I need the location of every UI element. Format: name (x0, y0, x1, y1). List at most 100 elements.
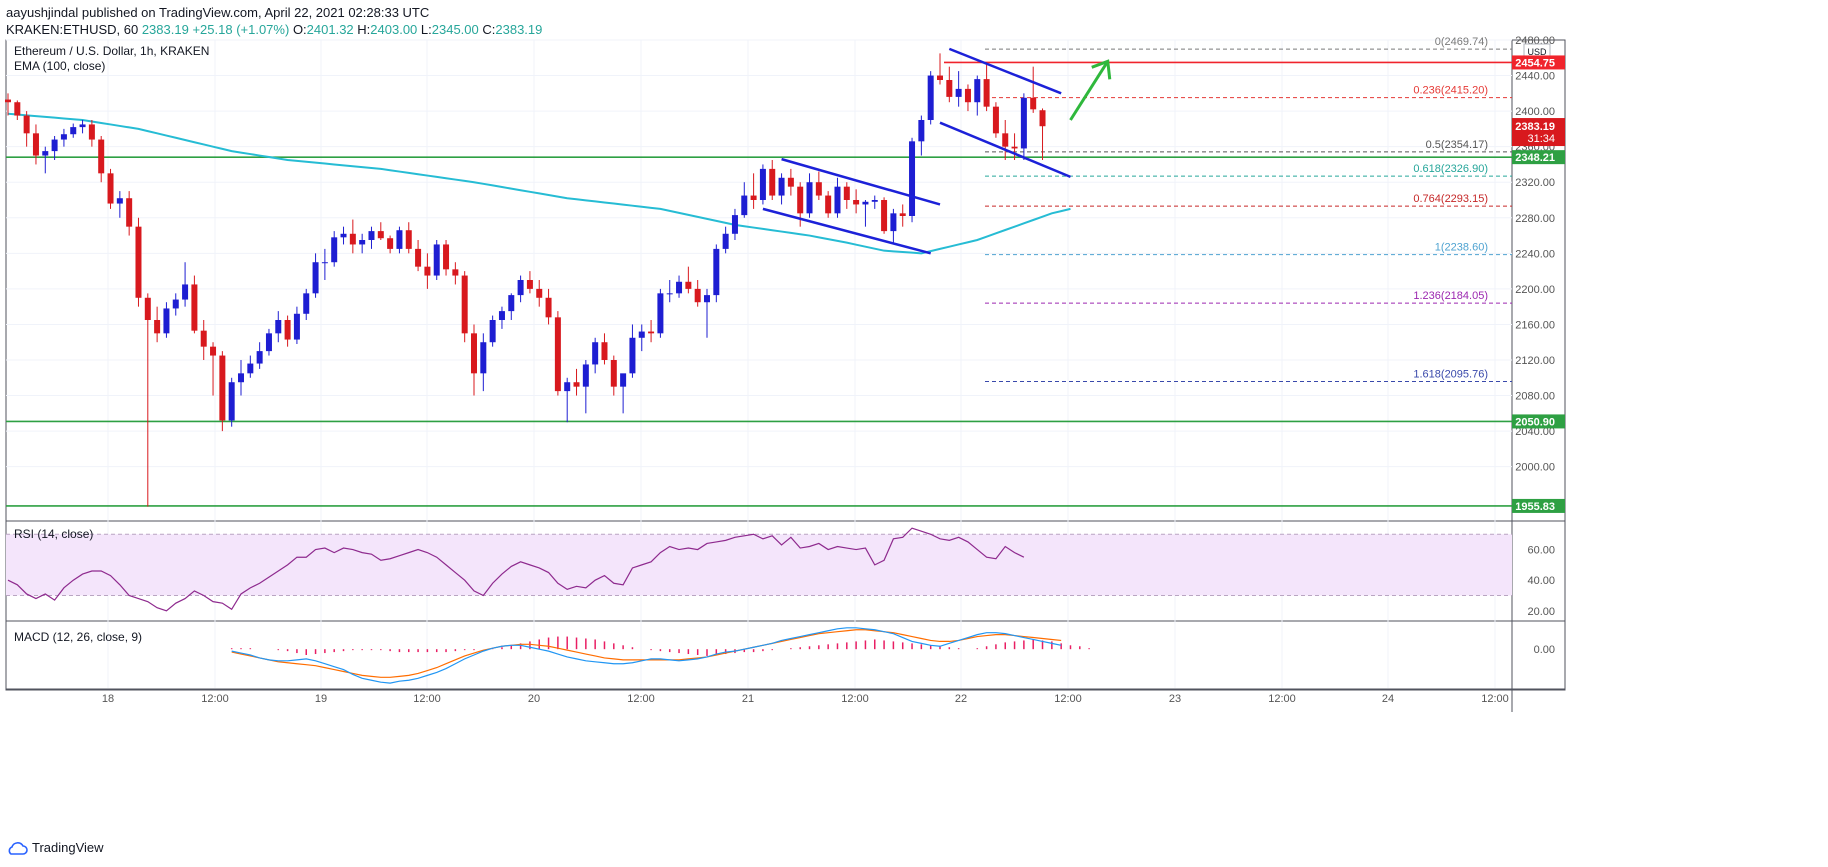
candle-up (713, 248, 720, 296)
candle-down (983, 79, 990, 107)
candle-up (368, 231, 375, 240)
candle-down (1011, 146, 1018, 149)
candle-down (648, 331, 655, 334)
symbol-label: KRAKEN:ETHUSD, 60 (6, 22, 139, 37)
candle-down (349, 233, 356, 245)
candle-up (834, 186, 841, 214)
open-label: O: (292, 22, 307, 37)
high-value: 2403.00 (370, 22, 418, 37)
time-axis-tick: 21 (742, 693, 754, 705)
candle-up (731, 215, 738, 234)
candle-down (545, 297, 552, 318)
currency-label: USD (1527, 47, 1547, 57)
candle-down (1030, 97, 1037, 110)
candle-up (489, 320, 496, 343)
candle-down (825, 195, 832, 214)
candle-up (60, 134, 67, 140)
fib-level-label: 0(2469.74) (1435, 36, 1488, 48)
fib-level-label: 1.236(2184.05) (1413, 290, 1488, 302)
candle-down (685, 281, 692, 289)
fib-level-label: 0.236(2415.20) (1413, 85, 1488, 97)
candle-down (694, 288, 701, 303)
candle-up (396, 230, 403, 249)
candle-up (582, 364, 589, 387)
candle-up (480, 342, 487, 374)
candle-down (1002, 133, 1009, 147)
rsi-axis-tick: 40.00 (1527, 575, 1555, 587)
candle-down (769, 168, 776, 196)
candle-up (79, 124, 86, 128)
price-axis-tick: 2000.00 (1515, 462, 1555, 474)
price-axis-tick: 2160.00 (1515, 319, 1555, 331)
time-axis-tick: 23 (1169, 693, 1181, 705)
support-price-label: 2348.21 (1515, 152, 1555, 164)
channel-trend-line (781, 157, 941, 206)
time-axis-tick: 12:00 (1268, 693, 1296, 705)
rsi-axis-tick: 60.00 (1527, 545, 1555, 557)
candle-up (974, 79, 981, 103)
support-price-label: 2050.90 (1515, 416, 1555, 428)
candle-down (98, 139, 105, 174)
candle-up (918, 120, 925, 142)
time-axis-tick: 24 (1382, 693, 1394, 705)
candle-down (14, 102, 21, 116)
candle-up (359, 240, 366, 245)
fib-level-label: 1(2238.60) (1435, 242, 1488, 254)
channel-trend-line (939, 121, 1071, 179)
chart-title: Ethereum / U.S. Dollar, 1h, KRAKEN (14, 44, 209, 58)
price-axis-tick: 2400.00 (1515, 106, 1555, 118)
candle-up (778, 177, 785, 196)
candle-down (797, 186, 804, 214)
fib-level-label: 0.5(2354.17) (1426, 139, 1488, 151)
candle-up (955, 88, 962, 97)
last-price: 2383.19 (141, 22, 189, 37)
candle-down (377, 231, 384, 239)
candle-down (424, 266, 431, 276)
candle-up (172, 299, 179, 309)
candle-down (219, 355, 226, 421)
candle-up (620, 373, 627, 387)
candle-down (107, 173, 114, 204)
close-value: 2383.19 (495, 22, 543, 37)
time-axis-tick: 12:00 (627, 693, 655, 705)
price-change: +25.18 (+1.07%) (192, 22, 290, 37)
candle-up (927, 75, 934, 120)
candle-up (741, 195, 748, 216)
candle-down (415, 248, 422, 267)
candle-up (238, 373, 244, 383)
channel-trend-line (948, 47, 1062, 95)
candle-up (265, 333, 272, 352)
time-axis-tick: 22 (955, 693, 967, 705)
tradingview-logo[interactable]: TradingView (6, 840, 104, 855)
candle-down (405, 230, 412, 249)
candle-down (946, 80, 953, 97)
publication-line: aayushjindal published on TradingView.co… (6, 5, 430, 20)
candle-down (443, 244, 450, 270)
candle-up (629, 337, 636, 374)
candle-up (592, 342, 599, 365)
tradingview-brand: TradingView (32, 840, 104, 855)
candle-down (387, 238, 394, 249)
candle-up (340, 233, 347, 238)
time-axis-tick: 12:00 (841, 693, 869, 705)
candle-down (471, 333, 477, 374)
candle-down (526, 280, 533, 289)
rsi-title: RSI (14, close) (14, 527, 93, 541)
candle-up (909, 141, 916, 216)
candle-down (126, 198, 133, 227)
candle-up (433, 244, 440, 276)
candle-down (843, 186, 850, 200)
candle-up (704, 295, 710, 303)
candle-up (1020, 97, 1027, 149)
price-axis-tick: 2080.00 (1515, 391, 1555, 403)
fib-level-label: 0.618(2326.90) (1413, 163, 1488, 175)
candle-down (461, 275, 468, 334)
candle-down (210, 346, 217, 356)
candle-up (331, 237, 338, 263)
candle-down (787, 177, 794, 187)
support-price-tag (1512, 414, 1565, 429)
candle-up (303, 293, 310, 314)
price-axis-tick: 2120.00 (1515, 355, 1555, 367)
candle-up (256, 351, 263, 364)
